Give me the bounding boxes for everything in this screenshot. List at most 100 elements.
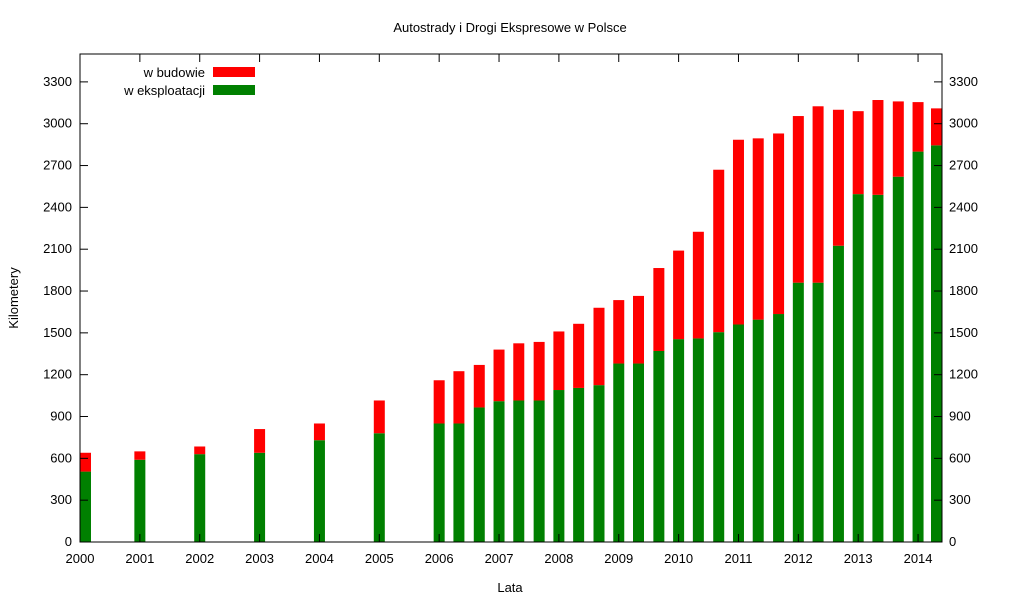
- bar-w-budowie: [433, 380, 445, 424]
- bar-w-eksploatacji: [931, 145, 942, 542]
- x-tick-label: 2012: [784, 551, 813, 566]
- legend: w budowie w eksploatacji: [123, 65, 255, 98]
- x-tick-label: 2013: [844, 551, 873, 566]
- y-tick-label-right: 3300: [949, 74, 978, 89]
- bar-w-budowie: [752, 138, 764, 320]
- y-tick-label-left: 2100: [43, 241, 72, 256]
- bar-w-eksploatacji: [453, 423, 465, 542]
- plot-frame: [79, 53, 943, 543]
- x-tick-label: 2011: [724, 551, 752, 566]
- bar-w-eksploatacji: [513, 400, 525, 542]
- bar-w-eksploatacji: [373, 433, 385, 542]
- x-axis-label: Lata: [497, 580, 523, 595]
- bar-w-eksploatacji: [313, 440, 325, 542]
- y-tick-label-left: 0: [65, 534, 72, 549]
- x-tick-label: 2005: [365, 551, 394, 566]
- bar-w-budowie: [134, 451, 146, 460]
- bar-w-budowie: [832, 109, 844, 246]
- bar-w-eksploatacji: [673, 339, 685, 542]
- x-tick-label: 2004: [305, 551, 334, 566]
- y-tick-label-left: 2700: [43, 158, 72, 173]
- x-tick-label: 2000: [66, 551, 95, 566]
- bar-w-eksploatacji: [134, 459, 146, 542]
- bar-w-eksploatacji: [912, 151, 924, 542]
- bar-w-eksploatacji: [692, 338, 704, 542]
- bar-w-eksploatacji: [653, 350, 665, 542]
- y-tick-label-right: 300: [949, 492, 971, 507]
- x-tick-label: 2001: [125, 551, 154, 566]
- y-tick-label-left: 2400: [43, 199, 72, 214]
- bar-w-budowie: [473, 364, 485, 408]
- bar-w-eksploatacji: [773, 314, 785, 542]
- bar-w-eksploatacji: [473, 407, 485, 542]
- x-tick-label: 2006: [425, 551, 454, 566]
- y-tick-label-right: 2700: [949, 158, 978, 173]
- x-tick-label: 2009: [604, 551, 633, 566]
- legend-swatch-w-budowie: [213, 67, 255, 77]
- bar-w-eksploatacji: [573, 387, 585, 542]
- bar-w-budowie: [373, 400, 385, 434]
- bar-w-budowie: [80, 452, 91, 472]
- bar-w-budowie: [593, 307, 605, 386]
- y-tick-label-right: 0: [949, 534, 956, 549]
- bar-w-eksploatacji: [533, 400, 545, 542]
- x-tick-label: 2010: [664, 551, 693, 566]
- chart-title: Autostrady i Drogi Ekspresowe w Polsce: [393, 20, 626, 35]
- y-tick-label-left: 1200: [43, 367, 72, 382]
- bar-w-eksploatacji: [493, 401, 505, 542]
- bar-w-eksploatacji: [613, 363, 625, 542]
- legend-swatch-w-eksploatacji: [213, 85, 255, 95]
- bar-w-eksploatacji: [194, 454, 206, 542]
- bar-w-budowie: [732, 139, 744, 325]
- y-tick-label-left: 900: [50, 409, 72, 424]
- bar-w-eksploatacji: [832, 245, 844, 542]
- x-tick-label: 2003: [245, 551, 274, 566]
- x-tick-label: 2014: [904, 551, 933, 566]
- bar-w-eksploatacji: [852, 194, 864, 542]
- bar-w-eksploatacji: [553, 390, 565, 542]
- bar-w-budowie: [573, 323, 585, 388]
- x-tick-label: 2008: [544, 551, 573, 566]
- bar-w-eksploatacji: [732, 324, 744, 542]
- legend-label-w-eksploatacji: w eksploatacji: [123, 83, 205, 98]
- y-tick-label-right: 1500: [949, 325, 978, 340]
- bar-w-eksploatacji: [80, 471, 91, 542]
- bar-w-budowie: [713, 169, 725, 333]
- bar-w-budowie: [453, 371, 465, 424]
- bar-w-budowie: [313, 423, 325, 441]
- bar-w-budowie: [872, 100, 884, 195]
- bar-w-eksploatacji: [752, 319, 764, 542]
- bar-w-eksploatacji: [892, 176, 904, 542]
- bar-w-eksploatacji: [254, 452, 266, 542]
- y-tick-label-left: 1500: [43, 325, 72, 340]
- y-tick-label-right: 600: [949, 450, 971, 465]
- x-tick-label: 2007: [485, 551, 514, 566]
- bar-w-budowie: [931, 108, 942, 146]
- bar-w-eksploatacji: [593, 385, 605, 542]
- y-tick-label-right: 1800: [949, 283, 978, 298]
- y-tick-label-right: 3000: [949, 116, 978, 131]
- y-tick-label-right: 2100: [949, 241, 978, 256]
- y-tick-label-right: 2400: [949, 199, 978, 214]
- y-tick-label-left: 1800: [43, 283, 72, 298]
- bars-layer: [80, 100, 942, 542]
- bar-w-budowie: [553, 331, 565, 391]
- bar-w-budowie: [513, 343, 525, 401]
- bar-w-budowie: [692, 231, 704, 339]
- bar-w-eksploatacji: [872, 194, 884, 542]
- bar-w-eksploatacji: [713, 332, 725, 542]
- bar-w-budowie: [852, 111, 864, 195]
- x-tick-label: 2002: [185, 551, 214, 566]
- y-tick-label-left: 600: [50, 450, 72, 465]
- y-tick-label-right: 900: [949, 409, 971, 424]
- bar-w-budowie: [773, 133, 785, 315]
- bar-w-budowie: [673, 250, 685, 340]
- bar-w-budowie: [633, 295, 645, 364]
- y-tick-label-left: 3000: [43, 116, 72, 131]
- bar-w-eksploatacji: [433, 423, 445, 542]
- bar-w-budowie: [533, 341, 545, 401]
- y-tick-label-right: 1200: [949, 367, 978, 382]
- legend-label-w-budowie: w budowie: [143, 65, 205, 80]
- bar-w-budowie: [812, 106, 824, 283]
- bar-w-budowie: [254, 429, 266, 453]
